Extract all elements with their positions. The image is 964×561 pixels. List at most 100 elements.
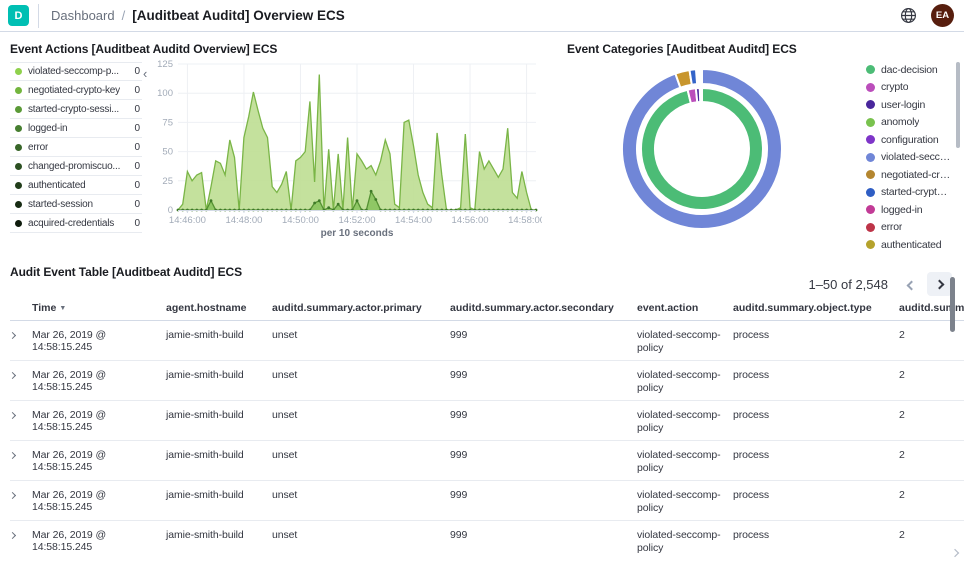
cell-actor_secondary: 999 [450,400,637,441]
chevron-left-icon[interactable] [900,272,923,296]
expand-row-button[interactable] [8,449,20,460]
legend-color-dot [866,205,875,215]
cell-summary: 2 [899,320,964,361]
cell-object_type: process [733,480,899,521]
chevron-right-icon [8,331,17,340]
cell-object_type: process [733,440,899,481]
page-title: [Auditbeat Auditd] Overview ECS [132,8,345,23]
legend-item[interactable]: anomoly [866,114,952,132]
legend-item[interactable]: violated-seccomp-p... 0 [10,62,142,81]
cell-summary: 2 [899,440,964,481]
legend-item[interactable]: authenticated 0 [10,176,142,195]
legend-item-label: violated-seccomp... [881,151,952,164]
legend-item-label: error [28,141,49,153]
svg-text:per 10 seconds: per 10 seconds [321,228,394,238]
cell-actor_primary: unset [272,320,450,361]
legend-item[interactable]: started-session 0 [10,195,142,214]
svg-text:125: 125 [157,59,173,70]
donut-slice-user-login[interactable] [694,87,702,104]
globe-icon[interactable] [900,7,917,24]
legend-color-dot [866,117,875,127]
legend-item[interactable]: crypto [866,79,952,97]
legend-item-value: 0 [134,122,140,134]
cell-actor_primary: unset [272,360,450,401]
donut-slice-violated-seccomp-policy[interactable] [621,67,783,230]
legend-item[interactable]: dac-decision [866,61,952,79]
cell-action: violated-seccomp-policy [637,400,733,441]
cell-object_type: process [733,529,770,541]
table-scrollbar-thumb[interactable] [950,277,955,332]
cell-actor_secondary: 999 [450,529,468,541]
table-row: Mar 26, 2019 @ 14:58:15.245 jamie-smith-b… [8,521,964,561]
legend-item-label: authenticated [28,179,86,191]
expand-row-button[interactable] [8,329,20,340]
legend-item-value: 0 [134,103,140,115]
legend-item[interactable]: negotiated-crypto... [866,166,952,184]
legend-item[interactable]: changed-promiscuo... 0 [10,157,142,176]
legend-item[interactable]: error [866,219,952,237]
legend-color-dot [866,240,875,250]
legend-color-dot [15,143,22,151]
cell-actor_secondary: 999 [450,320,637,361]
top-navigation-bar: D Dashboard / [Auditbeat Auditd] Overvie… [0,0,964,32]
legend-color-dot [15,105,22,113]
event-actions-area-chart[interactable]: 0 25 50 75 100 125 14:46:00 14:48:00 14:50:00 14:… [150,58,542,238]
legend-color-dot [866,100,875,110]
legend-item[interactable]: negotiated-crypto-key 0 [10,81,142,100]
cell-expander [8,320,32,361]
space-avatar[interactable]: D [8,5,29,26]
legend-color-dot [15,200,22,208]
legend-item-label: started-crypto-sessi... [28,103,119,115]
donut-slice-dac-decision[interactable] [640,86,764,211]
legend-item-label: logged-in [881,203,923,216]
legend-scrollbar-thumb[interactable] [956,62,960,148]
legend-item[interactable]: error 0 [10,138,142,157]
cell-time: Mar 26, 2019 @ 14:58:15.245 [32,480,166,521]
cell-actor_secondary: 999 [450,440,637,481]
next-page-button[interactable] [927,272,952,296]
cell-hostname: jamie-smith-build [166,529,244,541]
caret-down-icon: ▼ [59,305,67,312]
legend-item-label: authenticated [881,238,942,251]
cell-hostname: jamie-smith-build [166,360,272,401]
legend-color-dot [866,170,875,180]
svg-text:14:46:00: 14:46:00 [169,215,206,226]
chevron-left-icon[interactable]: ‹ [143,66,148,81]
expand-row-button[interactable] [8,489,20,500]
legend-item[interactable]: acquired-credentials 0 [10,214,142,233]
cell-expander [8,400,32,441]
event-categories-donut-chart[interactable] [612,58,792,240]
legend-item[interactable]: logged-in 0 [10,119,142,138]
legend-item-label: user-login [881,98,926,111]
legend-item-label: violated-seccomp-p... [28,66,119,77]
legend-item[interactable]: started-crypto-sessi... 0 [10,100,142,119]
cell-summary: 2 [899,360,964,401]
legend-item[interactable]: user-login [866,96,952,114]
expand-row-button[interactable] [8,529,20,540]
legend-color-dot [866,222,875,232]
legend-color-dot [15,124,22,132]
legend-item-label: started-session [28,198,93,210]
user-avatar[interactable]: EA [931,4,954,27]
expand-row-button[interactable] [8,369,20,380]
legend-color-dot [866,82,875,92]
breadcrumb-separator: / [121,8,126,23]
chevron-right-icon [8,531,17,540]
expand-row-button[interactable] [8,409,20,420]
legend-item[interactable]: logged-in [866,201,952,219]
event-actions-legend: violated-seccomp-p... 0 negotiated-crypto-… [10,62,142,233]
breadcrumb-dashboard[interactable]: Dashboard [51,8,115,23]
legend-item-label: error [881,221,903,234]
column-header-actor_secondary: auditd.summary.actor.secondary [450,298,637,321]
legend-item[interactable]: authenticated [866,236,952,254]
column-header-time[interactable]: Time ▼ [32,298,166,321]
svg-text:0: 0 [168,205,173,216]
svg-text:14:52:00: 14:52:00 [339,215,376,226]
audit-table-panel-title: Audit Event Table [Auditbeat Auditd] ECS [10,265,242,279]
donut-slice-started-crypto-session[interactable] [688,68,699,86]
column-header-actor_primary: auditd.summary.actor.primary [272,298,450,321]
legend-item[interactable]: started-crypto-se... [866,184,952,202]
legend-item[interactable]: violated-seccomp... [866,149,952,167]
legend-item-label: configuration [881,133,939,146]
legend-item[interactable]: configuration [866,131,952,149]
